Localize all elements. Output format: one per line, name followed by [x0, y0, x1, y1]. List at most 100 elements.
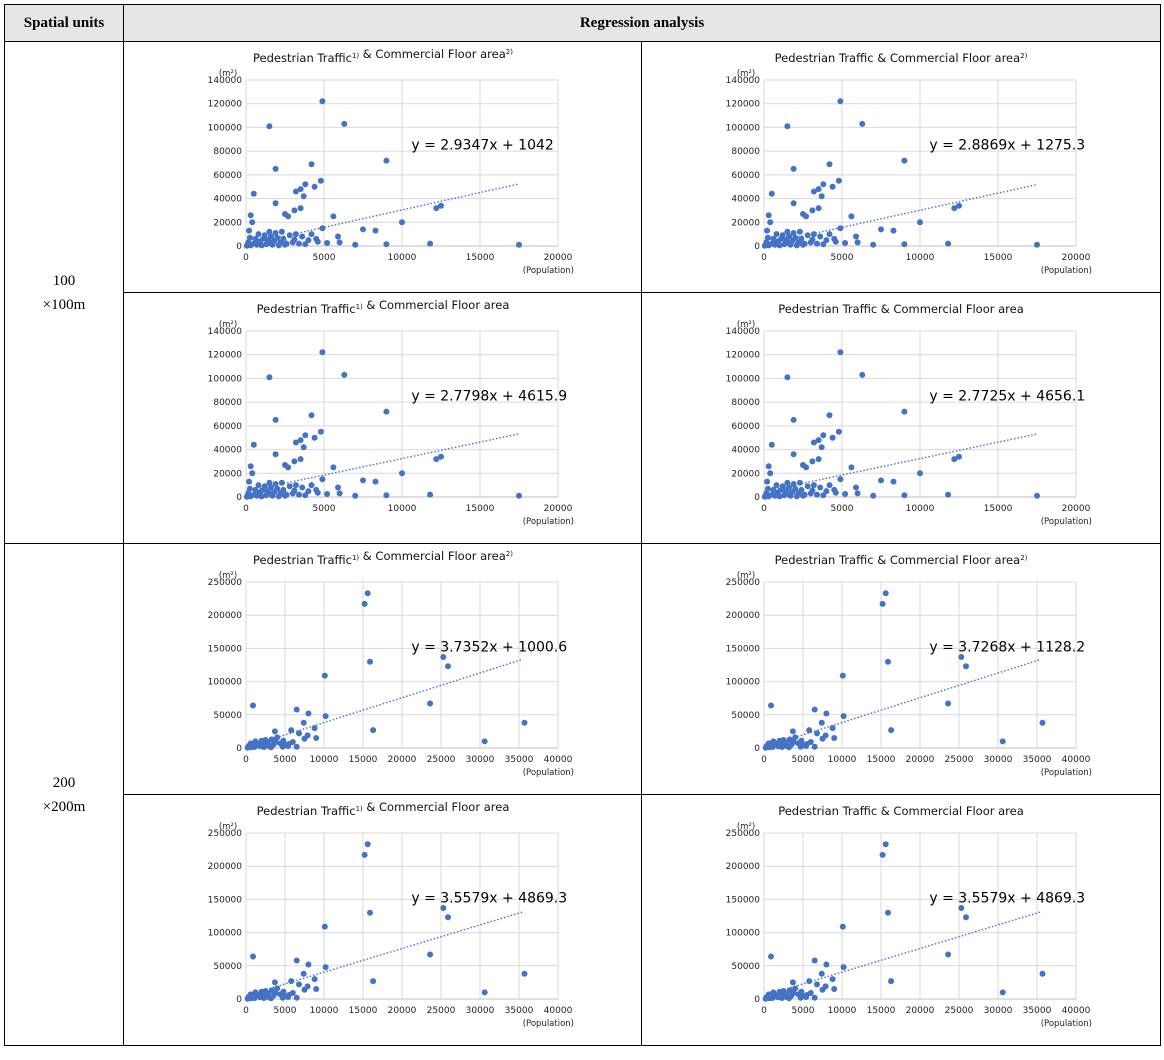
chart-title: Pedestrian Traffic1) & Commercial Floor …: [253, 549, 513, 567]
scatter-point: [279, 743, 286, 750]
x-tick-label: 5000: [313, 504, 336, 514]
scatter-point: [901, 408, 908, 415]
scatter-point: [272, 990, 279, 996]
scatter-point: [840, 964, 847, 971]
y-tick-label: 80000: [213, 147, 242, 157]
scatter-chart: Pedestrian Traffic1) & Commercial Floor …: [208, 298, 574, 527]
scatter-point: [817, 484, 824, 491]
scatter-point: [246, 485, 253, 492]
y-axis-unit-label: (m²): [737, 320, 755, 330]
y-tick-label: 40000: [213, 195, 242, 205]
scatter-point: [790, 739, 797, 745]
scatter-point: [313, 735, 320, 741]
x-tick-label: 0: [243, 755, 249, 765]
x-tick-label: 0: [761, 755, 767, 765]
scatter-point: [798, 988, 805, 995]
scatter-point: [829, 976, 836, 983]
y-tick-label: 50000: [731, 711, 760, 721]
scatter-point: [826, 482, 833, 489]
y-tick-label: 250000: [208, 578, 243, 588]
scatter-point: [803, 741, 810, 747]
x-tick-label: 40000: [1062, 1006, 1091, 1016]
scatter-point: [272, 165, 279, 172]
y-tick-label: 0: [236, 493, 242, 503]
scatter-point: [945, 700, 952, 707]
x-tick-label: 15000: [867, 1006, 896, 1016]
scatter-point: [308, 161, 315, 168]
scatter-point: [297, 437, 304, 444]
scatter-point: [826, 161, 833, 168]
scatter-point: [806, 727, 813, 734]
scatter-point: [770, 486, 777, 493]
y-tick-label: 150000: [726, 895, 761, 905]
x-tick-label: 5000: [792, 755, 815, 765]
y-tick-label: 140000: [208, 327, 243, 337]
scatter-point: [784, 374, 791, 381]
x-tick-label: 10000: [388, 504, 417, 514]
x-tick-label: 10000: [828, 755, 857, 765]
scatter-point: [770, 235, 777, 242]
scatter-point: [271, 728, 278, 735]
scatter-point: [296, 491, 302, 498]
x-tick-label: 15000: [867, 755, 896, 765]
scatter-point: [832, 489, 839, 496]
y-axis-unit-label: (m²): [219, 69, 237, 79]
scatter-point: [814, 981, 820, 988]
trendline: [763, 433, 1038, 493]
scatter-point: [818, 970, 825, 977]
x-tick-label: 10000: [906, 504, 935, 514]
scatter-point: [296, 981, 302, 988]
y-axis-unit-label: (m²): [737, 822, 755, 832]
scatter-point: [370, 978, 377, 985]
x-tick-label: 20000: [388, 755, 417, 765]
scatter-point: [263, 492, 270, 499]
scatter-point: [311, 976, 318, 983]
scatter-point: [243, 493, 250, 500]
x-tick-label: 0: [761, 1006, 767, 1016]
scatter-point: [1039, 719, 1046, 726]
scatter-point: [879, 851, 886, 858]
scatter-point: [901, 492, 908, 499]
scatter-point: [282, 211, 288, 217]
scatter-point: [360, 226, 366, 233]
scatter-point: [878, 477, 884, 484]
scatter-point: [951, 456, 958, 463]
scatter-point: [848, 464, 855, 471]
chart-title: Pedestrian Traffic1) & Commercial Floor …: [253, 47, 513, 65]
scatter-point: [814, 730, 820, 737]
scatter-point: [837, 98, 844, 105]
spatial-unit-line1: 200: [52, 774, 76, 791]
scatter-point: [308, 231, 315, 238]
scatter-point: [822, 732, 829, 739]
y-tick-label: 200000: [726, 611, 761, 621]
scatter-point: [781, 241, 788, 248]
scatter-point: [888, 727, 895, 734]
x-tick-label: 30000: [984, 755, 1013, 765]
scatter-point: [247, 463, 254, 470]
x-tick-label: 0: [243, 1006, 249, 1016]
chart-cell: Pedestrian Traffic & Commercial Floor ar…: [640, 292, 1162, 544]
scatter-point: [956, 453, 962, 460]
scatter-point: [778, 486, 785, 493]
scatter-point: [272, 200, 279, 207]
scatter-point: [317, 177, 324, 184]
scatter-point: [288, 727, 295, 734]
chart-title: Pedestrian Traffic & Commercial Floor ar…: [775, 553, 1028, 567]
scatter-point: [820, 181, 827, 188]
y-tick-label: 150000: [208, 644, 243, 654]
y-tick-label: 120000: [208, 351, 243, 361]
trendline: [763, 911, 1042, 997]
scatter-point: [364, 841, 371, 848]
x-tick-label: 10000: [310, 1006, 339, 1016]
y-tick-label: 0: [754, 744, 760, 754]
scatter-point: [305, 961, 312, 968]
scatter-point: [341, 120, 348, 127]
scatter-point: [282, 241, 288, 248]
trendline: [245, 433, 520, 493]
scatter-point: [769, 744, 776, 750]
scatter-point: [319, 98, 326, 105]
scatter-point: [372, 478, 379, 485]
x-tick-label: 10000: [906, 253, 935, 263]
scatter-point: [330, 213, 337, 220]
x-tick-label: 35000: [505, 755, 534, 765]
